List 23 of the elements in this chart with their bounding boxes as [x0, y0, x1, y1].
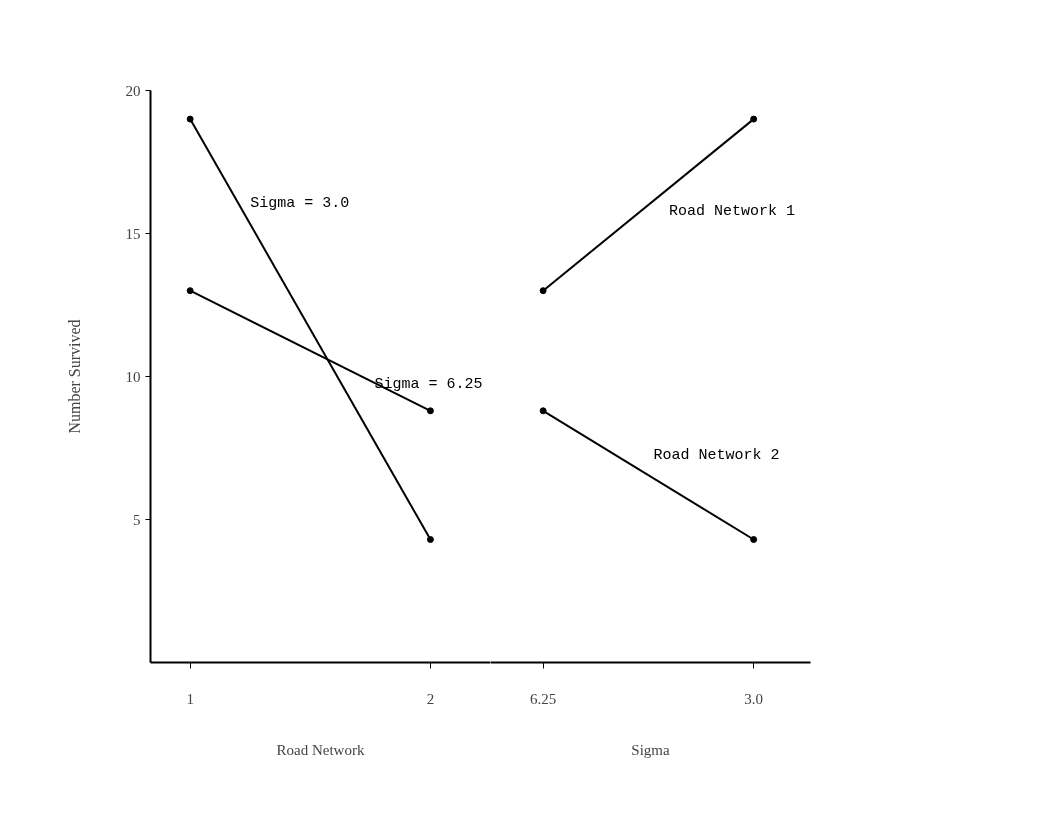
x-tick-label: 3.0 [744, 690, 764, 707]
point [426, 536, 434, 544]
point [750, 536, 758, 544]
y-tick-label: 15 [125, 225, 141, 242]
point [539, 287, 547, 295]
point [539, 407, 547, 415]
series-label: Sigma = 6.25 [374, 376, 483, 394]
y-axis-title: Number Survived [65, 319, 83, 434]
point [426, 407, 434, 415]
x-tick-label: 2 [426, 690, 435, 707]
series-label: Sigma = 3.0 [250, 194, 350, 212]
y-tick-label: 5 [133, 511, 141, 528]
x-axis-title: Sigma [631, 741, 671, 758]
series-label: Road Network 1 [668, 202, 795, 220]
point [750, 115, 758, 123]
x-tick-label: 1 [186, 690, 194, 707]
point [186, 287, 194, 295]
y-tick-label: 10 [125, 368, 141, 385]
y-tick-label: 20 [125, 82, 141, 99]
x-tick-label: 6.25 [530, 690, 557, 707]
x-axis-title: Road Network [276, 741, 365, 758]
series-label: Road Network 2 [653, 446, 780, 464]
point [186, 115, 194, 123]
